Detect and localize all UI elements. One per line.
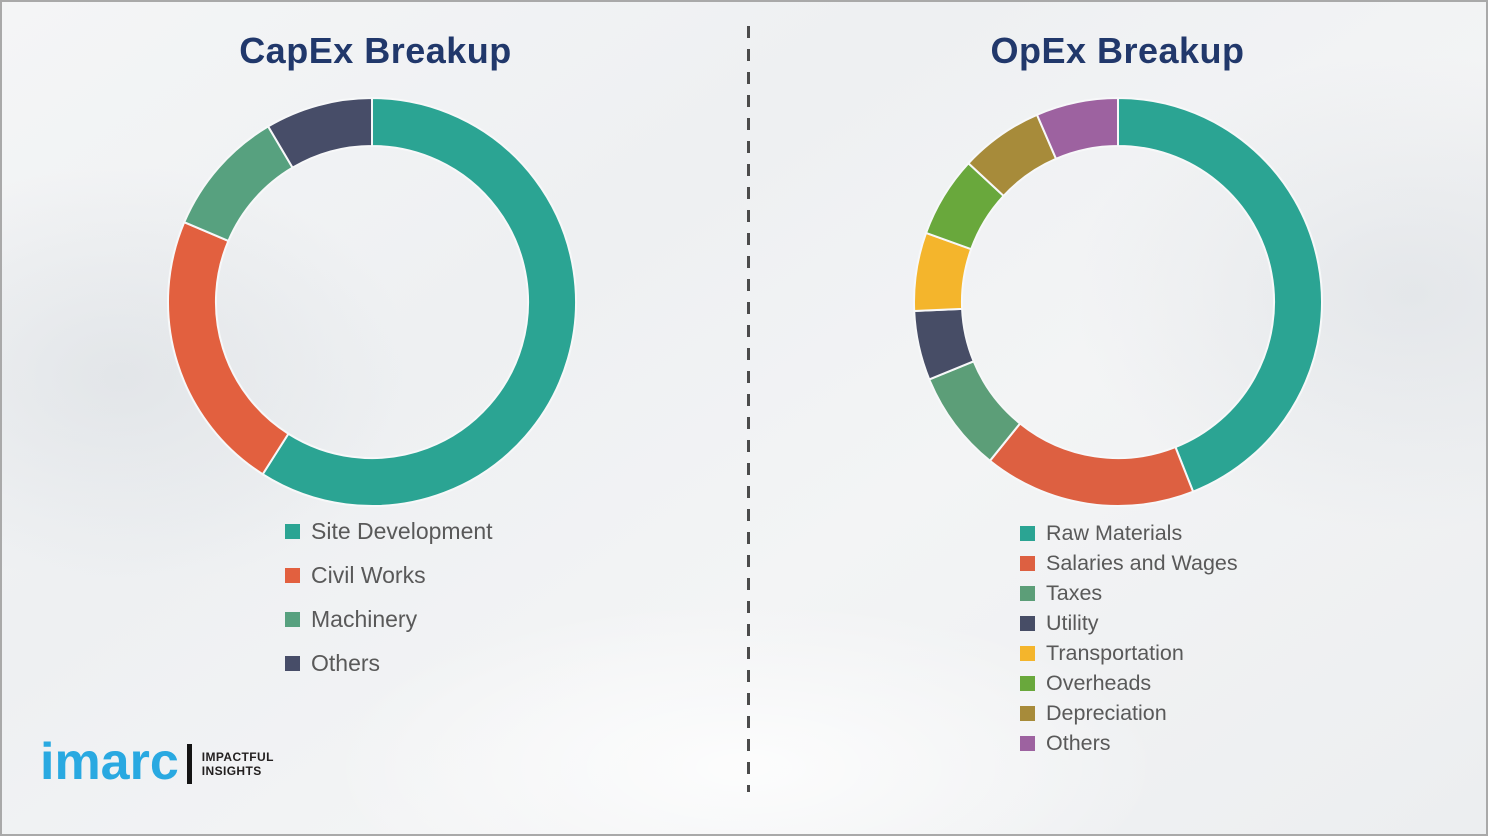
legend-item-salaries-and-wages: Salaries and Wages	[1020, 548, 1238, 578]
imarc-logo-divider-bar	[186, 744, 192, 784]
legend-swatch-icon	[1020, 555, 1035, 571]
donut-segment-civil-works	[167, 220, 290, 476]
legend-label: Depreciation	[1046, 700, 1167, 725]
legend-label: Taxes	[1046, 580, 1103, 605]
legend-label: Civil Works	[311, 561, 426, 588]
legend-label: Others	[311, 649, 381, 676]
opex-legend: Raw Materials Salaries and Wages Taxes Util…	[1020, 518, 1238, 758]
legend-swatch-icon	[1020, 675, 1035, 691]
donut-segment-raw-materials	[1117, 96, 1323, 493]
donut-segment-salaries-and-wages	[988, 422, 1195, 507]
legend-item-civil-works: Civil Works	[285, 553, 493, 597]
donut-segment-machinery	[182, 125, 294, 243]
opex-donut-chart	[913, 96, 1323, 507]
capex-chart-title: CapEx Breakup	[239, 30, 512, 71]
legend-item-others: Others	[1020, 728, 1238, 758]
opex-chart-title: OpEx Breakup	[990, 30, 1245, 71]
donut-segment-site-development	[261, 96, 577, 507]
legend-swatch-icon	[1020, 705, 1035, 721]
capex-legend: Site Development Civil Works Machinery Othe…	[285, 509, 493, 685]
donut-segment-others	[1035, 96, 1119, 161]
legend-swatch-icon	[285, 611, 300, 627]
legend-label: Machinery	[311, 605, 418, 632]
imarc-logo-tagline: IMPACTFUL INSIGHTS	[202, 750, 274, 778]
legend-item-transportation: Transportation	[1020, 638, 1238, 668]
legend-item-raw-materials: Raw Materials	[1020, 518, 1238, 548]
legend-item-depreciation: Depreciation	[1020, 698, 1238, 728]
imarc-logo: imarc IMPACTFUL INSIGHTS	[40, 736, 274, 788]
legend-item-others: Others	[285, 641, 493, 685]
donut-segment-others	[266, 96, 373, 170]
legend-item-taxes: Taxes	[1020, 578, 1238, 608]
imarc-logo-tagline-line2: INSIGHTS	[201, 764, 262, 778]
legend-swatch-icon	[285, 567, 300, 583]
dashed-divider-line	[747, 26, 750, 792]
legend-label: Site Development	[311, 517, 493, 544]
legend-item-machinery: Machinery	[285, 597, 493, 641]
capex-donut-chart	[167, 96, 577, 507]
legend-label: Transportation	[1046, 640, 1184, 665]
legend-label: Overheads	[1046, 670, 1152, 695]
legend-swatch-icon	[1020, 615, 1035, 631]
legend-item-site-development: Site Development	[285, 509, 493, 553]
legend-label: Raw Materials	[1046, 520, 1183, 545]
legend-label: Salaries and Wages	[1046, 550, 1238, 575]
legend-label: Others	[1046, 730, 1111, 755]
legend-swatch-icon	[285, 655, 300, 671]
imarc-logo-tagline-line1: IMPACTFUL	[201, 750, 274, 764]
legend-swatch-icon	[1020, 735, 1035, 751]
legend-item-utility: Utility	[1020, 608, 1238, 638]
legend-swatch-icon	[1020, 585, 1035, 601]
legend-swatch-icon	[285, 523, 300, 539]
legend-swatch-icon	[1020, 645, 1035, 661]
legend-label: Utility	[1046, 610, 1099, 635]
imarc-logo-wordmark: imarc	[40, 733, 179, 791]
legend-item-overheads: Overheads	[1020, 668, 1238, 698]
legend-swatch-icon	[1020, 525, 1035, 541]
